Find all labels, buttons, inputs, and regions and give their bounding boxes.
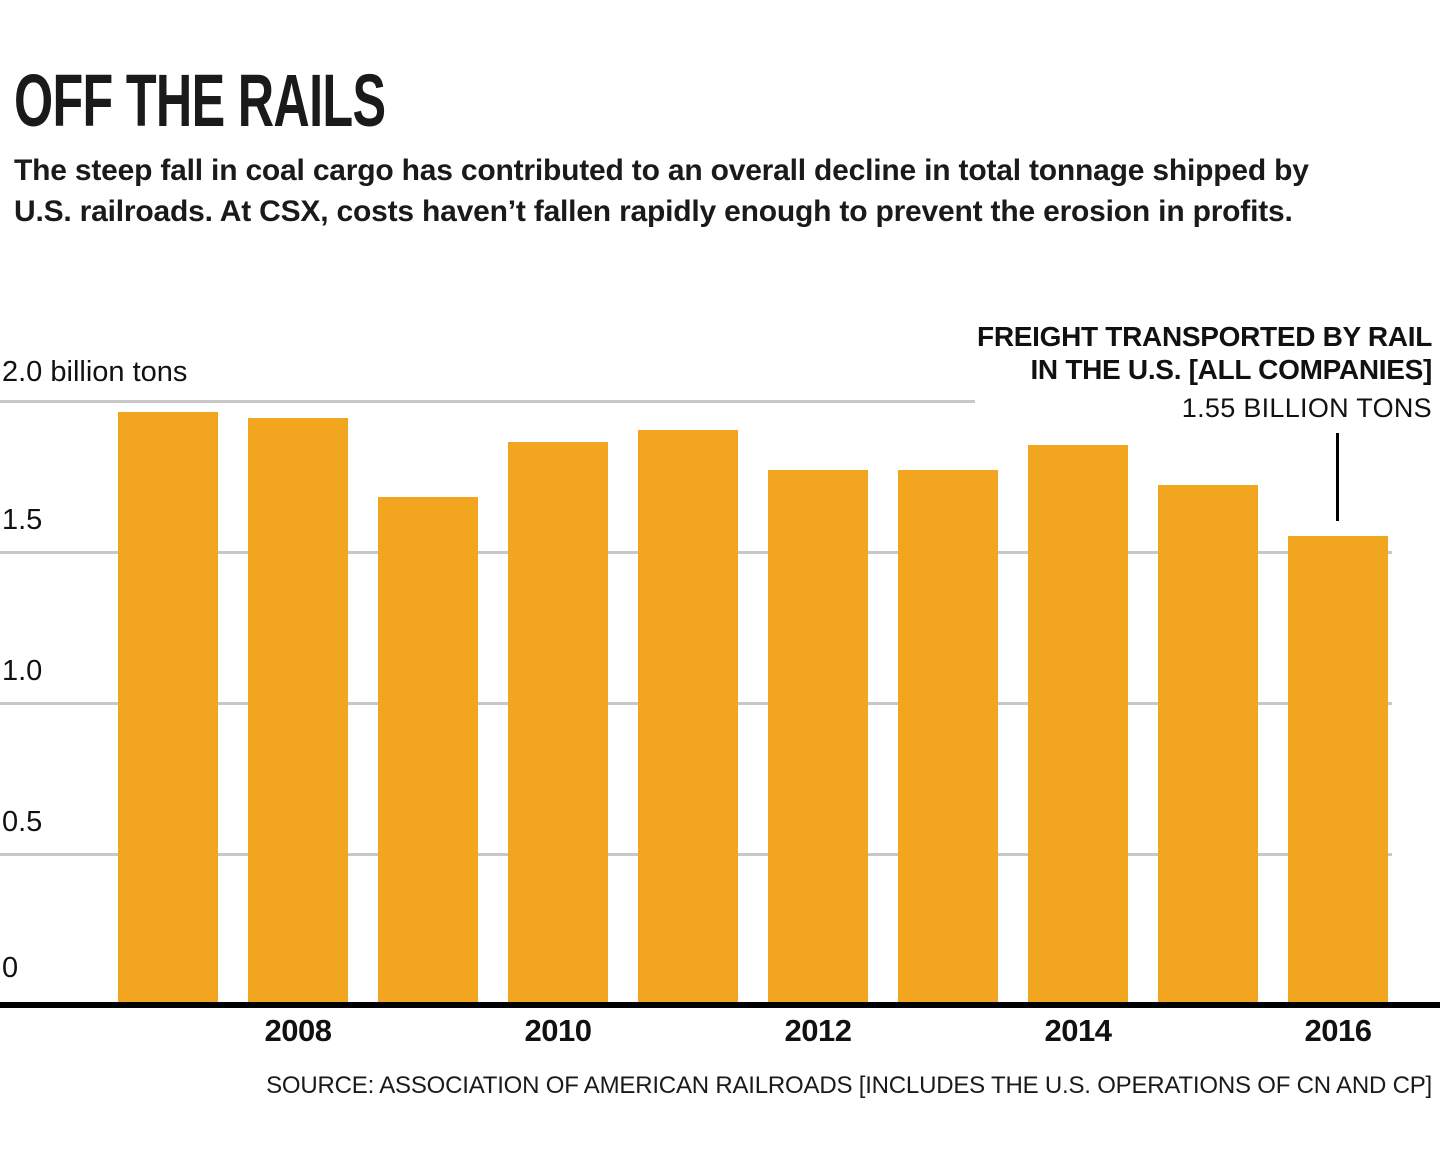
y-tick-0: 0 [2, 952, 19, 984]
bar-2013 [898, 470, 998, 1005]
x-tick-2008: 2008 [264, 1013, 332, 1048]
bar-2009 [378, 497, 478, 1005]
series-annotation-line2: IN THE U.S. [ALL COMPANIES] [1030, 354, 1432, 386]
source-credit: SOURCE: ASSOCIATION OF AMERICAN RAILROAD… [266, 1072, 1432, 1099]
x-tick-2014: 2014 [1044, 1013, 1112, 1048]
annotation-value-label: 1.55 BILLION TONS [1181, 393, 1432, 424]
x-axis-tick-labels: 2008 2010 2012 2014 2016 [0, 1013, 1440, 1055]
bar-2008 [248, 418, 348, 1005]
page-title: OFF THE RAILS [14, 59, 386, 142]
x-tick-2016: 2016 [1304, 1013, 1372, 1048]
series-annotation: FREIGHT TRANSPORTED BY RAIL IN THE U.S. … [977, 320, 1432, 424]
bar-2016 [1288, 536, 1388, 1005]
y-tick-1-5: 1.5 [2, 504, 43, 536]
annotation-pointer-line [1336, 433, 1339, 521]
x-tick-2012: 2012 [784, 1013, 852, 1048]
bar-2012 [768, 470, 868, 1005]
bar-2015 [1158, 485, 1258, 1005]
bar-2007 [118, 412, 218, 1005]
x-tick-2010: 2010 [524, 1013, 592, 1048]
gridline-2-0 [0, 400, 975, 403]
y-axis-top-label: 2.0 billion tons [2, 356, 188, 388]
y-tick-0-5: 0.5 [2, 806, 43, 838]
series-annotation-line1: FREIGHT TRANSPORTED BY RAIL [977, 321, 1432, 352]
chart-description: The steep fall in coal cargo has contrib… [14, 154, 1309, 229]
bar-2011 [638, 430, 738, 1005]
y-tick-1-0: 1.0 [2, 655, 43, 687]
bar-2014 [1028, 445, 1128, 1005]
x-axis-line [0, 1002, 1440, 1008]
plot-area: 1.5 1.0 0.5 0 [0, 400, 1440, 1008]
bar-2010 [508, 442, 608, 1005]
